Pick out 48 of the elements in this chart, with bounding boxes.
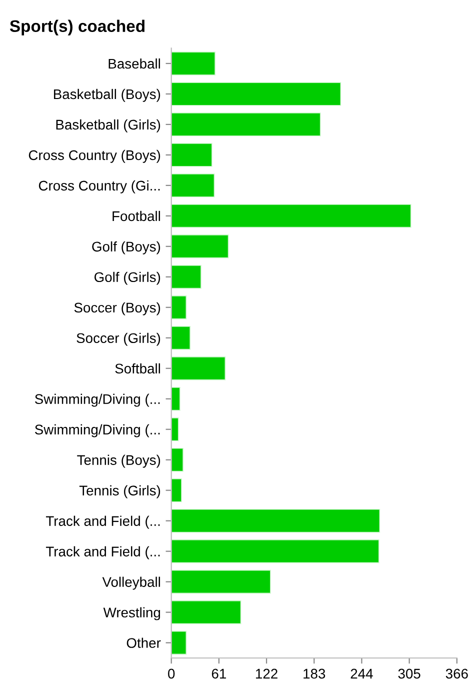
y-tick-label: Swimming/Diving (... (34, 394, 160, 407)
y-tick-label: Basketball (Girls) (56, 119, 160, 132)
y-tick-label: Other (126, 638, 161, 648)
y-tick-label: Cross Country (Boys) (28, 150, 160, 163)
bar (171, 570, 271, 594)
y-tick-label: Swimming/Diving (... (34, 424, 160, 438)
y-tick-label: Tennis (Boys) (77, 454, 160, 468)
y-tick-label: Volleyball (102, 576, 160, 590)
bar (171, 143, 212, 167)
bar (171, 508, 380, 533)
y-tick-label: Baseball (108, 58, 160, 69)
bar (171, 600, 242, 624)
bar (171, 417, 179, 442)
bar (171, 326, 190, 350)
y-tick-label: Basketball (Boys) (54, 88, 160, 102)
y-tick-label: Football (112, 210, 160, 222)
x-tick-label: 366 (446, 668, 468, 679)
y-tick-label: Tennis (Girls) (79, 485, 160, 498)
bar (171, 112, 321, 136)
bar (171, 356, 226, 380)
bar (171, 52, 216, 76)
bar (171, 539, 380, 564)
y-tick-label: Golf (Boys) (92, 241, 160, 254)
bar (171, 174, 215, 198)
y-tick-label: Soccer (Girls) (76, 332, 160, 346)
bar (171, 386, 180, 411)
y-tick-label: Track and Field (... (46, 546, 160, 560)
x-tick-label: 61 (212, 668, 226, 679)
bar (171, 296, 187, 320)
y-tick-label: Golf (Girls) (94, 272, 160, 285)
bar (171, 82, 342, 106)
bar (171, 204, 412, 228)
y-tick-label: Cross Country (Gi... (38, 180, 160, 194)
y-tick-label: Soccer (Boys) (74, 302, 160, 316)
x-tick-label: 122 (256, 668, 278, 678)
bar (171, 478, 182, 502)
y-tick-label: Wrestling (103, 607, 160, 620)
bar (171, 448, 184, 472)
x-tick-label: 0 (168, 668, 175, 679)
chart-title: Sport(s) coached (10, 20, 144, 36)
y-tick-label: Softball (115, 363, 160, 374)
y-tick-label: Track and Field (... (46, 516, 160, 529)
x-tick-label: 183 (304, 668, 326, 679)
bar (171, 630, 187, 655)
x-tick-label: 244 (350, 668, 373, 678)
x-tick-label: 305 (398, 668, 420, 679)
bar (171, 265, 202, 289)
bar (171, 234, 229, 258)
